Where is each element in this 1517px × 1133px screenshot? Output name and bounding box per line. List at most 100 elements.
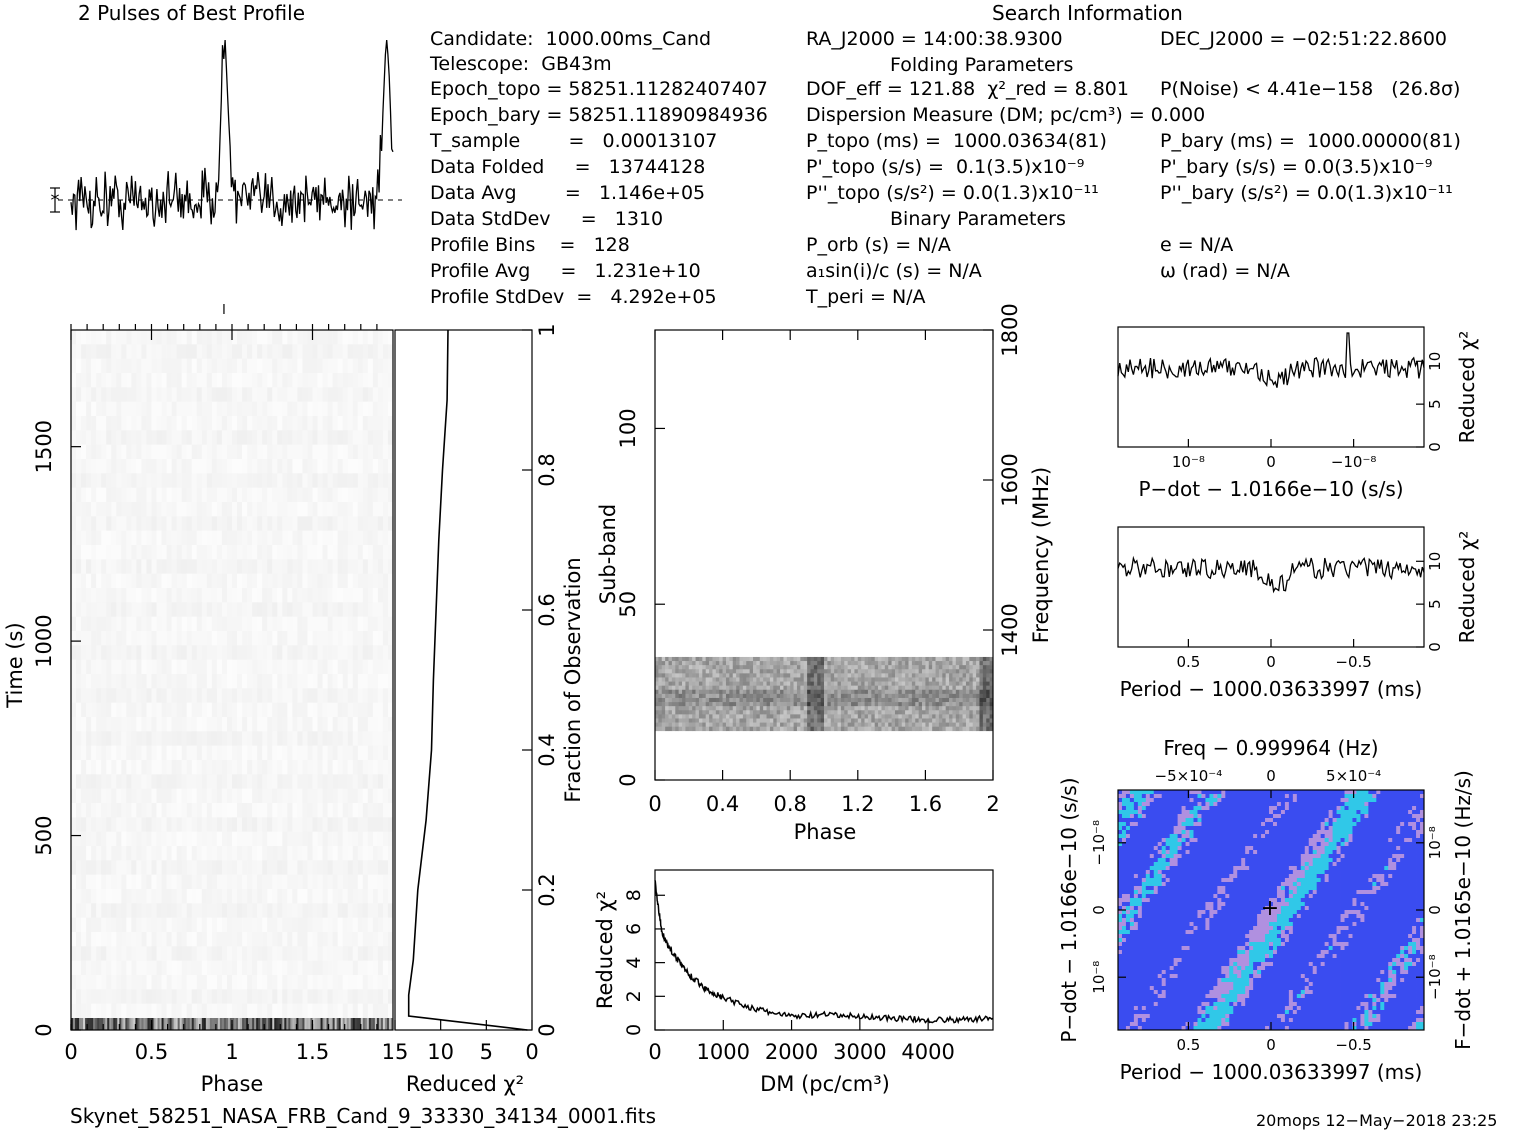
- time-phase-cell: [302, 502, 308, 517]
- time-phase-cell: [362, 817, 369, 832]
- time-phase-cell: [101, 631, 107, 646]
- time-phase-cell: [352, 631, 359, 646]
- time-phase-cell: [297, 1003, 303, 1019]
- subband-cell: [803, 681, 808, 686]
- time-phase-cell: [226, 831, 233, 847]
- subband-cell: [793, 669, 798, 674]
- time-phase-cell: [252, 516, 258, 531]
- subband-cell: [813, 673, 818, 678]
- time-phase-cell: [176, 416, 182, 431]
- time-phase-cell: [151, 659, 157, 675]
- time-phase-cell: [272, 803, 278, 818]
- time-phase-cell: [317, 516, 323, 531]
- time-phase-cell: [211, 860, 218, 875]
- time-phase-cell: [141, 702, 147, 718]
- time-phase-cell: [111, 358, 117, 374]
- time-phase-cell: [387, 860, 394, 875]
- time-phase-cell: [171, 1018, 174, 1030]
- subband-cell: [817, 702, 821, 707]
- time-phase-cell: [216, 659, 223, 675]
- time-phase-cell: [71, 860, 77, 875]
- time-phase-cell: [342, 1003, 349, 1019]
- time-phase-cell: [76, 903, 82, 918]
- time-phase-cell: [257, 387, 263, 402]
- time-phase-cell: [96, 616, 102, 632]
- subband-cell: [661, 718, 666, 723]
- time-phase-cell: [252, 444, 258, 460]
- time-phase-cell: [101, 516, 107, 531]
- time-phase-cell: [191, 387, 198, 402]
- subband-cell: [884, 697, 889, 703]
- time-phase-cell: [136, 702, 142, 718]
- subband-cell: [766, 685, 771, 691]
- time-phase-cell: [362, 430, 369, 445]
- subband-cell: [837, 718, 842, 723]
- subband-cell: [861, 673, 865, 678]
- time-phase-cell: [317, 430, 323, 445]
- time-phase-cell: [372, 917, 379, 933]
- subband-cell: [705, 673, 710, 678]
- time-phase-cell: [146, 788, 152, 804]
- subband-cell: [739, 697, 744, 703]
- subband-cell: [671, 718, 676, 723]
- time-phase-cell: [126, 788, 132, 804]
- subband-cell: [898, 697, 903, 703]
- time-phase-cell: [257, 774, 263, 789]
- subband-cell: [712, 677, 717, 682]
- subband-cell: [807, 661, 811, 666]
- time-phase-cell: [272, 960, 278, 976]
- time-phase-cell: [81, 889, 87, 904]
- subband-cell: [759, 702, 764, 707]
- subband-cell: [874, 693, 879, 699]
- time-phase-cell: [282, 602, 288, 617]
- time-phase-cell: [101, 344, 107, 359]
- time-phase-cell: [377, 588, 384, 603]
- time-phase-cell: [136, 602, 142, 617]
- time-phase-cell: [191, 874, 198, 890]
- time-phase-cell: [362, 358, 369, 374]
- subband-cell: [756, 673, 761, 678]
- chi2-fraction-ytick-label: 0: [535, 1023, 559, 1036]
- time-phase-cell: [81, 932, 87, 947]
- time-phase-cell: [302, 946, 308, 961]
- time-phase-cell: [106, 545, 112, 560]
- time-phase-cell: [126, 860, 132, 875]
- time-phase-cell: [111, 631, 117, 646]
- time-phase-cell: [312, 917, 318, 933]
- time-phase-cell: [116, 602, 122, 617]
- time-phase-cell: [136, 889, 142, 904]
- subband-cell: [688, 673, 693, 678]
- time-phase-cell: [191, 344, 198, 359]
- subband-cell: [810, 661, 815, 666]
- subband-cell: [715, 661, 720, 666]
- time-phase-cell: [136, 688, 142, 703]
- time-phase-cell: [347, 717, 354, 732]
- subband-cell: [695, 677, 700, 682]
- time-phase-cell: [191, 502, 198, 517]
- subband-cell: [915, 689, 919, 695]
- time-phase-cell: [181, 401, 188, 417]
- time-phase-cell: [206, 487, 213, 503]
- time-phase-cell: [146, 745, 152, 761]
- time-phase-cell: [76, 487, 82, 503]
- subband-cell: [668, 661, 673, 666]
- time-phase-cell: [382, 387, 389, 402]
- time-phase-cell: [252, 430, 258, 445]
- time-phase-cell: [257, 889, 263, 904]
- time-phase-cell: [181, 344, 188, 359]
- time-phase-cell: [267, 903, 273, 918]
- subband-cell: [911, 693, 916, 699]
- subband-cell: [810, 669, 815, 674]
- time-phase-cell: [327, 602, 333, 617]
- subband-cell: [864, 706, 869, 711]
- time-phase-cell: [382, 903, 389, 918]
- time-phase-cell: [342, 344, 349, 359]
- time-phase-cell: [262, 717, 268, 732]
- time-phase-cell: [362, 645, 369, 660]
- subband-cell: [851, 714, 855, 719]
- subband-cell: [769, 665, 774, 670]
- subband-cell: [665, 673, 669, 678]
- time-phase-cell: [81, 645, 87, 660]
- time-phase-cell: [242, 1003, 248, 1019]
- time-phase-cell: [176, 817, 182, 832]
